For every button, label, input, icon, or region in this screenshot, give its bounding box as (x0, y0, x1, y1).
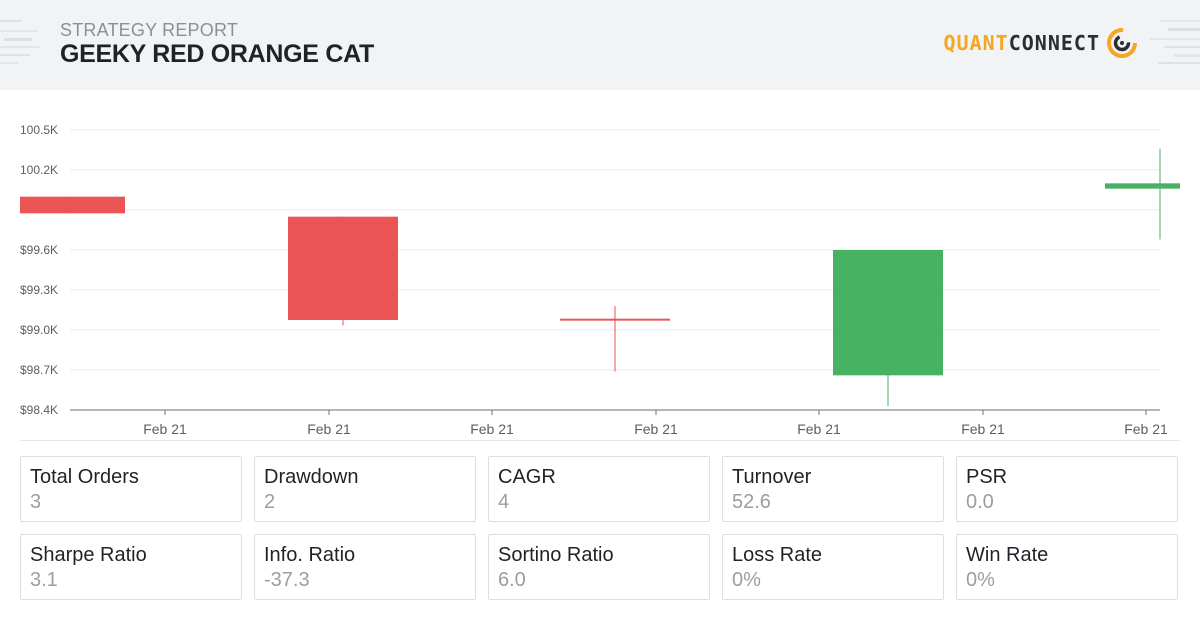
candles (20, 148, 1180, 406)
quantconnect-logo: QUANTCONNECT (943, 25, 1140, 61)
stat-value: 52.6 (732, 491, 771, 513)
stat-value: 3.1 (30, 569, 58, 591)
stat-label: Sortino Ratio (498, 544, 614, 566)
stat-value: 2 (264, 491, 276, 513)
y-tick-label: $98.7K (20, 363, 58, 377)
strategy-name: GEEKY RED ORANGE CAT (60, 40, 374, 68)
stat-card: CAGR 4 (488, 456, 710, 522)
x-axis-ticks: Feb 21 Feb 21 Feb 21 Feb 21 Feb 21 Feb 21 Feb … (143, 410, 1168, 437)
candle (833, 250, 943, 406)
stat-value: 4 (498, 491, 510, 513)
stat-value: 0.0 (966, 491, 994, 513)
logo-text-quant: QUANT (943, 31, 1009, 55)
stat-value: 0% (966, 569, 995, 591)
candle-body (1105, 183, 1180, 189)
logo-text-connect: CONNECT (1008, 31, 1100, 55)
candle-body (20, 196, 125, 214)
stat-card: Total Orders 3 (20, 456, 242, 522)
x-tick-label: Feb 21 (143, 421, 187, 437)
stat-card: Sharpe Ratio 3.1 (20, 534, 242, 600)
y-tick-label: 100.5K (20, 123, 58, 137)
stat-value: 6.0 (498, 569, 526, 591)
stat-label: Info. Ratio (264, 544, 356, 566)
stat-card: Sortino Ratio 6.0 (488, 534, 710, 600)
stat-card: Drawdown 2 (254, 456, 476, 522)
stat-card: Turnover 52.6 (722, 456, 944, 522)
x-tick-label: Feb 21 (961, 421, 1005, 437)
x-tick-label: Feb 21 (1124, 421, 1168, 437)
candle (20, 196, 125, 214)
stat-card: Win Rate 0% (956, 534, 1178, 600)
y-tick-label: $99.6K (20, 243, 58, 257)
chart-grid (70, 129, 1160, 411)
candle-body (560, 318, 670, 321)
y-tick-label: $99.0K (20, 323, 58, 337)
stat-label: Drawdown (264, 466, 359, 488)
stat-label: Turnover (732, 466, 812, 488)
y-tick-label: 100.2K (20, 163, 58, 177)
stat-label: PSR (966, 466, 1008, 488)
stat-value: -37.3 (264, 569, 310, 591)
y-tick-label: $98.4K (20, 403, 58, 417)
x-tick-label: Feb 21 (634, 421, 678, 437)
decorative-lines-left (0, 20, 40, 64)
stat-value: 0% (732, 569, 761, 591)
x-tick-label: Feb 21 (797, 421, 841, 437)
report-label: STRATEGY REPORT (60, 20, 239, 40)
candle-body (833, 250, 943, 376)
stat-value: 3 (30, 491, 42, 513)
equity-candlestick-chart: $98.4K $98.7K $99.0K $99.3K $99.6K 100.2K 100.… (20, 123, 1180, 437)
y-tick-label: $99.3K (20, 283, 58, 297)
stat-card: Info. Ratio -37.3 (254, 534, 476, 600)
x-tick-label: Feb 21 (470, 421, 514, 437)
decorative-lines-right (1150, 20, 1200, 64)
candle (1105, 148, 1180, 240)
report-header: STRATEGY REPORT GEEKY RED ORANGE CAT QUA… (0, 0, 1200, 90)
x-tick-label: Feb 21 (307, 421, 351, 437)
candle (560, 306, 670, 372)
candle (288, 216, 398, 326)
candle-body (288, 216, 398, 320)
stat-label: CAGR (498, 466, 556, 488)
chart-divider (20, 440, 1180, 441)
stat-label: Sharpe Ratio (30, 544, 147, 566)
stat-label: Total Orders (30, 466, 139, 488)
stat-card: PSR 0.0 (956, 456, 1178, 522)
y-axis-ticks: $98.4K $98.7K $99.0K $99.3K $99.6K 100.2K 100.… (20, 123, 58, 417)
stat-label: Loss Rate (732, 544, 823, 566)
stat-label: Win Rate (966, 544, 1049, 566)
stat-card: Loss Rate 0% (722, 534, 944, 600)
quantconnect-logo-icon (1107, 28, 1137, 58)
